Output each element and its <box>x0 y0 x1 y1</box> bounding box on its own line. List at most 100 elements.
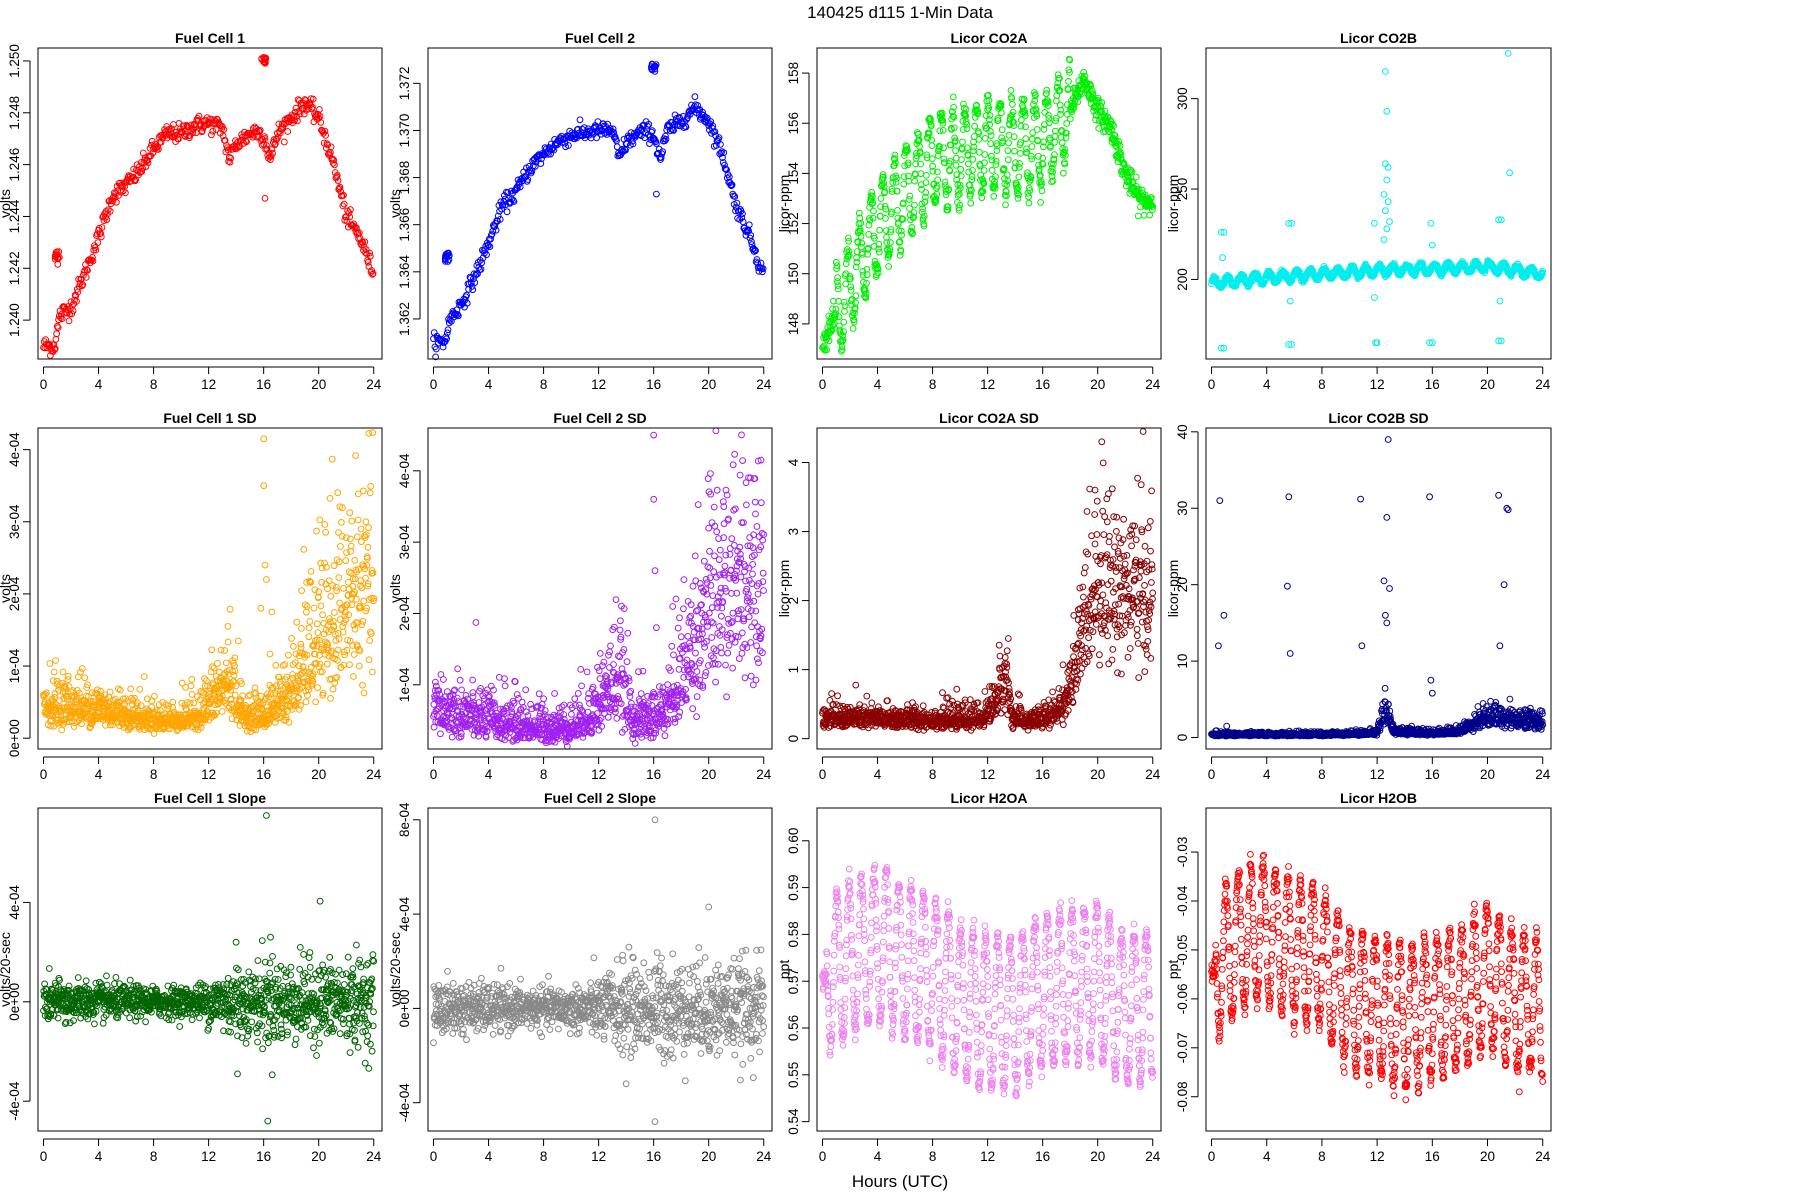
data-point <box>334 489 342 497</box>
data-point <box>1380 191 1388 198</box>
data-point <box>360 689 368 697</box>
data-point <box>53 330 60 338</box>
x-tick-label: 24 <box>366 377 382 392</box>
y-tick-label: 1.240 <box>7 303 22 337</box>
data-point <box>226 605 234 613</box>
data-point <box>477 265 485 273</box>
data-point <box>906 192 914 200</box>
x-tick-label: 24 <box>1535 377 1551 392</box>
data-point <box>369 668 376 676</box>
x-tick-label: 16 <box>1425 377 1440 392</box>
data-point <box>501 675 508 683</box>
data-point <box>214 116 222 123</box>
x-axis: 0 4 8 12 16 20 24 <box>1208 366 1551 392</box>
data-point <box>1383 176 1391 184</box>
data-point <box>1002 201 1009 209</box>
data-point <box>845 238 852 245</box>
data-point <box>52 657 59 664</box>
data-point <box>224 638 232 646</box>
data-point <box>92 246 100 254</box>
data-point <box>501 682 509 690</box>
data-point <box>1386 218 1393 226</box>
data-point <box>952 147 959 155</box>
data-point <box>337 519 345 526</box>
x-tick-label: 16 <box>1035 377 1050 392</box>
data-point <box>75 275 82 283</box>
data-point <box>71 296 78 304</box>
data-point <box>331 609 338 616</box>
data-point <box>314 110 322 118</box>
x-tick-label: 24 <box>756 377 772 392</box>
y-tick-label: 200 <box>1175 268 1190 291</box>
data-point <box>335 574 343 581</box>
data-point <box>934 176 942 184</box>
data-point <box>362 249 369 257</box>
data-point <box>1033 126 1041 133</box>
data-points <box>430 60 767 361</box>
data-point <box>261 54 268 62</box>
data-point <box>366 249 374 257</box>
panel-fc2: Fuel Cell 20 4 8 12 16 20 241.3621.3641.3661.3… <box>387 30 773 392</box>
data-point <box>254 133 261 141</box>
y-tick-label: 1.246 <box>7 148 22 182</box>
data-point <box>116 686 124 694</box>
data-point <box>234 637 242 645</box>
data-point <box>369 271 376 278</box>
data-point <box>886 239 894 247</box>
data-point <box>1004 156 1012 164</box>
data-point <box>870 207 877 215</box>
data-point <box>1049 168 1056 176</box>
data-point <box>55 316 62 324</box>
data-point <box>309 95 317 103</box>
data-point <box>362 518 370 526</box>
data-point <box>73 298 80 305</box>
data-point <box>263 141 270 149</box>
data-point <box>322 528 330 536</box>
data-point <box>208 131 215 139</box>
data-point <box>187 682 195 690</box>
data-point <box>339 623 347 630</box>
data-point <box>877 195 885 202</box>
data-point <box>1371 220 1378 227</box>
data-point <box>847 287 855 294</box>
data-point <box>199 127 206 135</box>
data-point <box>51 255 59 263</box>
data-points <box>430 427 768 750</box>
data-point <box>491 223 499 231</box>
data-point <box>565 142 572 149</box>
data-point <box>113 198 120 206</box>
data-point <box>445 319 453 327</box>
data-point <box>231 691 239 699</box>
data-point <box>1010 133 1018 141</box>
data-point <box>1065 78 1072 85</box>
data-point <box>998 109 1005 117</box>
data-point <box>295 706 303 713</box>
data-point <box>209 127 217 135</box>
data-point <box>1007 87 1015 94</box>
data-point <box>225 153 233 161</box>
data-point <box>469 693 477 700</box>
panel-title: Fuel Cell 2 <box>565 30 635 46</box>
data-point <box>461 296 469 304</box>
data-point <box>136 685 144 693</box>
figure-title: 140425 d115 1-Min Data <box>807 3 993 22</box>
data-point <box>471 279 479 287</box>
y-tick-label: 1.248 <box>7 96 22 130</box>
data-point <box>305 624 313 632</box>
data-point <box>981 135 989 142</box>
data-point <box>127 685 135 693</box>
x-tick-label: 0 <box>40 767 48 782</box>
data-point <box>1504 50 1512 57</box>
data-point <box>574 125 582 133</box>
data-point <box>513 691 521 698</box>
data-point <box>1219 254 1226 262</box>
data-point <box>232 682 240 690</box>
data-point <box>122 189 129 197</box>
x-tick-label: 24 <box>366 767 382 782</box>
data-point <box>474 259 482 266</box>
data-point <box>1015 173 1023 181</box>
data-point <box>336 599 344 607</box>
data-point <box>1004 147 1012 155</box>
data-point <box>364 258 372 266</box>
